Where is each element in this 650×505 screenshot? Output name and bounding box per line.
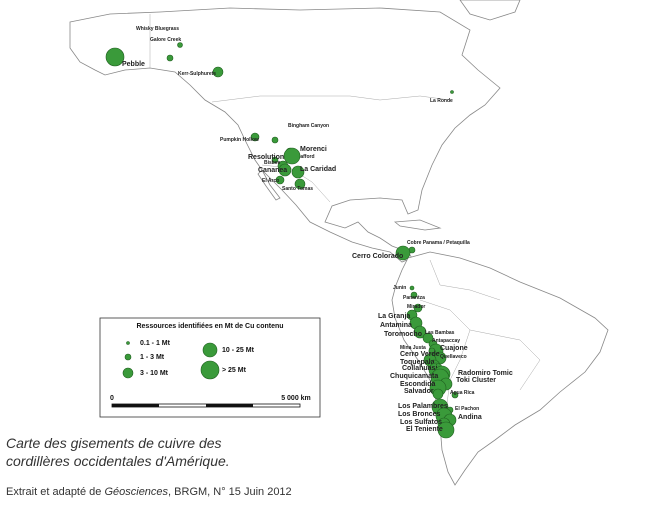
us-canada-border [211,95,451,103]
deposit-marker [283,147,301,165]
deposit-marker [278,163,292,177]
legend-title: Ressources identifiées en Mt de Cu conte… [136,323,283,330]
legend-symbol [126,341,130,345]
baja-california [257,169,281,201]
deposit-marker [413,325,427,339]
greenland [459,0,521,21]
deposit-marker [395,245,411,261]
deposit-marker [275,175,285,185]
deposit-marker [250,132,260,142]
deposit-marker [410,291,418,299]
legend-symbol [122,367,134,379]
deposit-label: Quellaveco [440,354,467,360]
deposit-label: El Teniente [406,426,443,433]
deposit-label: Los Bronces [398,411,441,418]
source: Extrait et adapté de Géosciences, BRGM, … [6,486,292,498]
deposit-marker [271,156,279,164]
deposit-marker [409,285,415,291]
deposit-marker [428,347,436,355]
deposit-marker [166,54,174,62]
deposit-marker [291,165,305,179]
deposit-label: Escondida [400,381,436,388]
deposit-label: La Caridad [300,166,336,173]
deposit-label: Safford [297,154,315,160]
scale-end: 5 000 km [281,395,311,402]
deposit-label: Salvador [404,388,434,395]
scale-bar-segment [112,404,159,407]
deposit-label: Santo Tomas [282,186,313,192]
legend-label: > 25 Mt [222,367,247,374]
caption-line: Carte des gisements de cuivre des [6,435,222,451]
deposit-label: Las Bambas [425,330,455,336]
cuba [393,219,442,231]
deposit-label: Radomiro Tomic [458,370,513,377]
deposit-label: Collahuasi [402,365,437,372]
deposit-label: Pebble [122,61,145,68]
source-journal: Géosciences [104,486,168,498]
deposit-label: Junin [393,285,406,291]
deposits: Pebble Whisky Bluegrass Galore Creek Kerr-S… [105,26,513,439]
deposit-label: Whisky Bluegrass [136,26,179,32]
deposit-marker [105,47,125,67]
deposit-marker [413,303,423,313]
deposit-label: Toquepala [400,359,435,366]
deposit-marker [177,42,183,48]
deposit-label: Cuajone [440,345,468,352]
deposit-label: Cerro Colorado [352,253,403,260]
legend-symbol [200,360,220,380]
deposit-label: Cobre Panama / Petaquilla [407,240,470,246]
deposit-label: Mina Justa [400,345,426,351]
deposit-label: Bingham Canyon [288,123,329,129]
deposit-label: Galore Creek [150,37,181,43]
legend-symbol [124,353,132,361]
deposit-marker [432,388,444,400]
deposit-label: Antamina [380,322,412,329]
scale-bar-segment [206,404,253,407]
north-america [69,7,501,263]
legend: Ressources identifiées en Mt de Cu conte… [99,317,321,418]
deposit-label: Cerro Verde [400,351,440,358]
deposit-label: Toromocho [384,331,422,338]
legend-label: 10 - 25 Mt [222,347,255,354]
deposit-label: Los Sulfatos [400,419,442,426]
deposit-label: Andina [458,414,482,421]
deposit-label: El Arco [262,178,279,184]
deposit-label: Cananea [258,167,287,174]
deposit-marker [212,66,224,78]
deposit-label: Kerr-Sulphurets [178,71,216,77]
deposit-marker [422,332,434,344]
deposit-label: Los Palambres [398,403,448,410]
deposit-label: Bisbee [264,160,281,166]
deposit-label: El Pachon [455,406,479,412]
legend-label: 3 - 10 Mt [140,370,169,377]
caption-line: cordillères occidentales d'Amérique. [6,453,230,469]
legend-symbol [202,342,218,358]
source-text: , BRGM, N° 15 Juin 2012 [168,486,292,498]
deposit-label: Morenci [300,146,327,153]
deposit-marker [437,421,455,439]
deposit-label: Chuquicamata [390,373,438,380]
legend-label: 1 - 3 Mt [140,354,165,361]
scale-start: 0 [110,395,114,402]
deposit-label: La Granja [378,313,410,320]
deposit-label: Pumpkin Hollow [220,137,259,143]
deposit-marker [451,391,459,399]
deposit-label: Panantza [403,295,425,301]
deposit-label: Agua Rica [450,390,475,396]
deposit-label: Resolution [248,154,284,161]
deposit-marker [294,178,306,190]
source-text: Extrait et adapté de [6,486,104,498]
deposit-label: Mirador [407,304,425,310]
legend-label: 0.1 - 1 Mt [140,340,171,347]
deposit-marker [450,90,454,94]
deposit-label: Antapaccay [432,338,460,344]
deposit-label: Toki Cluster [456,377,496,384]
deposit-label: La Ronde [430,98,453,104]
deposit-marker [271,136,279,144]
